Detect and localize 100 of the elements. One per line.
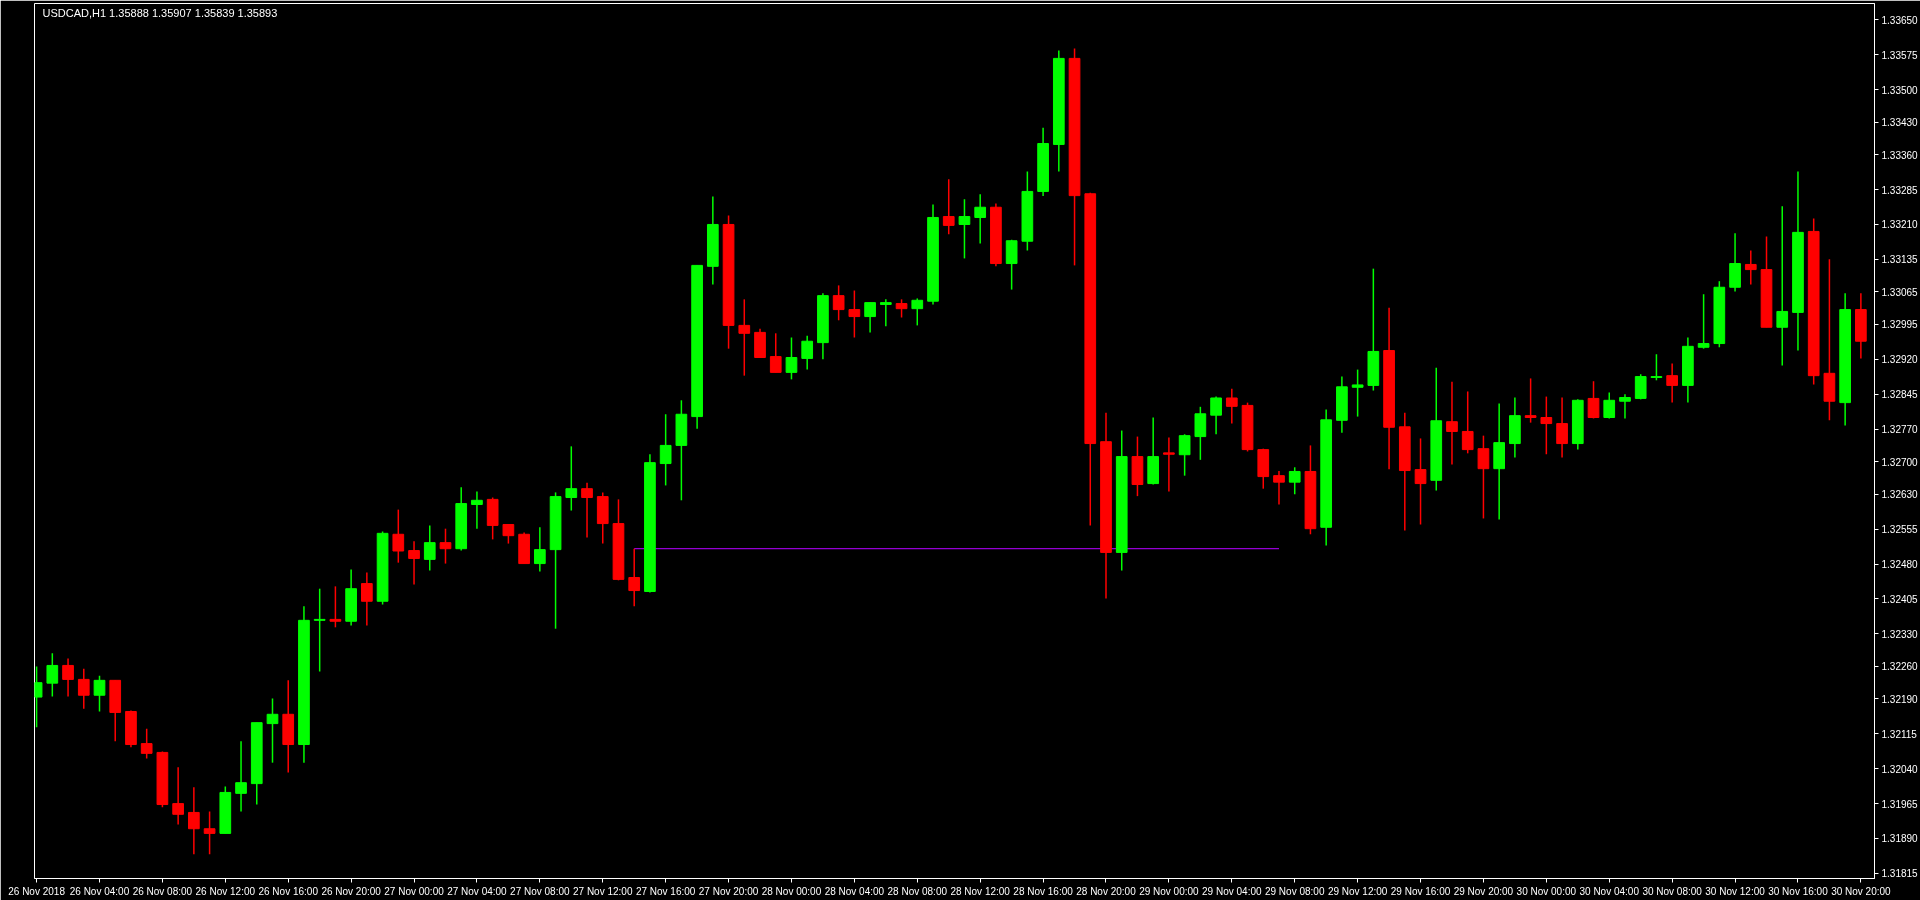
candlestick	[188, 786, 200, 856]
x-tick-label: 29 Nov 04:00	[1202, 885, 1262, 897]
candlestick	[93, 674, 106, 713]
x-tick-label: 29 Nov 12:00	[1327, 885, 1388, 897]
candlestick	[439, 527, 452, 565]
candlestick	[1666, 362, 1678, 404]
x-tick-label: 28 Nov 12:00	[950, 885, 1011, 897]
y-tick-label: 1.33065	[1881, 286, 1919, 298]
candlestick	[1163, 436, 1175, 493]
y-tick-label: 1.31965	[1881, 798, 1919, 810]
candlestick	[361, 571, 373, 627]
candlestick	[1446, 380, 1458, 466]
candlestick	[801, 334, 814, 371]
candlestick	[62, 657, 74, 698]
candlestick	[958, 198, 971, 260]
candlestick	[1351, 368, 1364, 418]
candlestick	[46, 652, 59, 698]
y-tick-label: 1.32630	[1881, 489, 1919, 501]
candlestick	[423, 524, 436, 572]
y-tick-label: 1.32770	[1881, 424, 1919, 436]
x-tick-label: 30 Nov 12:00	[1705, 885, 1766, 897]
x-tick-label: 27 Nov 00:00	[384, 885, 445, 897]
candlestick	[1697, 293, 1710, 350]
x-tick-label: 27 Nov 08:00	[510, 885, 571, 897]
x-tick-label: 27 Nov 16:00	[635, 885, 696, 897]
candlestick	[502, 523, 515, 545]
y-tick-label: 1.33285	[1881, 184, 1919, 196]
x-tick-label: 30 Nov 00:00	[1516, 885, 1577, 897]
candlestick	[77, 667, 90, 710]
candlestick	[172, 766, 184, 826]
candlestick	[1603, 391, 1616, 420]
candlestick	[1273, 470, 1285, 506]
candlestick	[392, 508, 405, 564]
x-tick-label: 28 Nov 08:00	[887, 885, 948, 897]
candlestick	[738, 298, 751, 377]
candlestick	[1587, 380, 1600, 420]
x-tick-label: 28 Nov 16:00	[1013, 885, 1074, 897]
y-tick-label: 1.33135	[1881, 254, 1919, 266]
x-tick-label: 29 Nov 08:00	[1264, 885, 1325, 897]
x-tick-label: 30 Nov 08:00	[1642, 885, 1703, 897]
y-tick-label: 1.32190	[1881, 693, 1919, 705]
candlestick	[769, 332, 782, 374]
candlestick	[1194, 406, 1207, 461]
x-tick-label: 29 Nov 16:00	[1390, 885, 1451, 897]
candlestick	[565, 445, 578, 512]
x-tick-label: 27 Nov 04:00	[447, 885, 508, 897]
x-tick-label: 26 Nov 2018	[8, 885, 66, 897]
y-tick-label: 1.33650	[1881, 14, 1919, 26]
y-tick-label: 1.32040	[1881, 763, 1919, 775]
y-tick-label: 1.32995	[1881, 319, 1919, 331]
y-tick-label: 1.32330	[1881, 628, 1919, 640]
x-tick-label: 27 Nov 12:00	[573, 885, 633, 897]
candlestick	[1524, 377, 1537, 424]
candlestick	[1650, 353, 1663, 382]
candlestick	[581, 481, 593, 539]
candlestick	[911, 297, 924, 327]
candlestick	[1776, 205, 1789, 367]
y-tick-label: 1.32115	[1881, 728, 1918, 740]
candlestick	[628, 547, 641, 608]
candlestick	[879, 298, 892, 328]
candlestick	[1540, 395, 1553, 456]
candlestick	[1744, 249, 1757, 286]
y-tick-label: 1.33575	[1881, 49, 1919, 61]
x-tick-label: 28 Nov 04:00	[824, 885, 885, 897]
x-tick-label: 26 Nov 04:00	[69, 885, 130, 897]
candlestick	[1210, 395, 1222, 435]
y-tick-label: 1.31815	[1881, 868, 1919, 880]
candlestick	[140, 727, 153, 760]
candlestick	[848, 289, 861, 339]
candlestick	[1414, 437, 1427, 526]
x-tick-label: 26 Nov 08:00	[132, 885, 193, 897]
candlestick	[785, 336, 798, 381]
x-tick-label: 26 Nov 12:00	[195, 885, 256, 897]
candlestick	[313, 587, 326, 673]
candlestick	[974, 193, 987, 245]
y-tick-label: 1.32700	[1881, 456, 1919, 468]
candlestick	[1178, 433, 1191, 477]
candlestick	[1288, 466, 1301, 496]
candlestick	[942, 178, 955, 235]
candlestick	[534, 526, 546, 573]
candlestick	[408, 540, 420, 586]
candlestick	[1005, 239, 1018, 291]
candlestick	[266, 697, 279, 764]
x-tick-label: 28 Nov 00:00	[761, 885, 822, 897]
candlestick	[1477, 434, 1490, 520]
y-tick-label: 1.33360	[1881, 149, 1919, 161]
x-tick-label: 28 Nov 20:00	[1076, 885, 1137, 897]
candlestick	[1556, 396, 1568, 459]
y-tick-label: 1.33430	[1881, 117, 1919, 129]
y-tick-label: 1.32845	[1881, 389, 1919, 401]
y-tick-label: 1.33500	[1881, 84, 1919, 96]
x-tick-label: 30 Nov 04:00	[1579, 885, 1640, 897]
x-tick-label: 30 Nov 20:00	[1831, 885, 1892, 897]
candlestick	[895, 298, 908, 319]
x-tick-label: 29 Nov 00:00	[1139, 885, 1200, 897]
x-tick-label: 26 Nov 20:00	[321, 885, 382, 897]
candlestick	[1729, 232, 1741, 293]
candlestick	[832, 284, 845, 322]
candlestick	[1634, 373, 1647, 401]
y-tick-label: 1.33210	[1881, 219, 1919, 231]
